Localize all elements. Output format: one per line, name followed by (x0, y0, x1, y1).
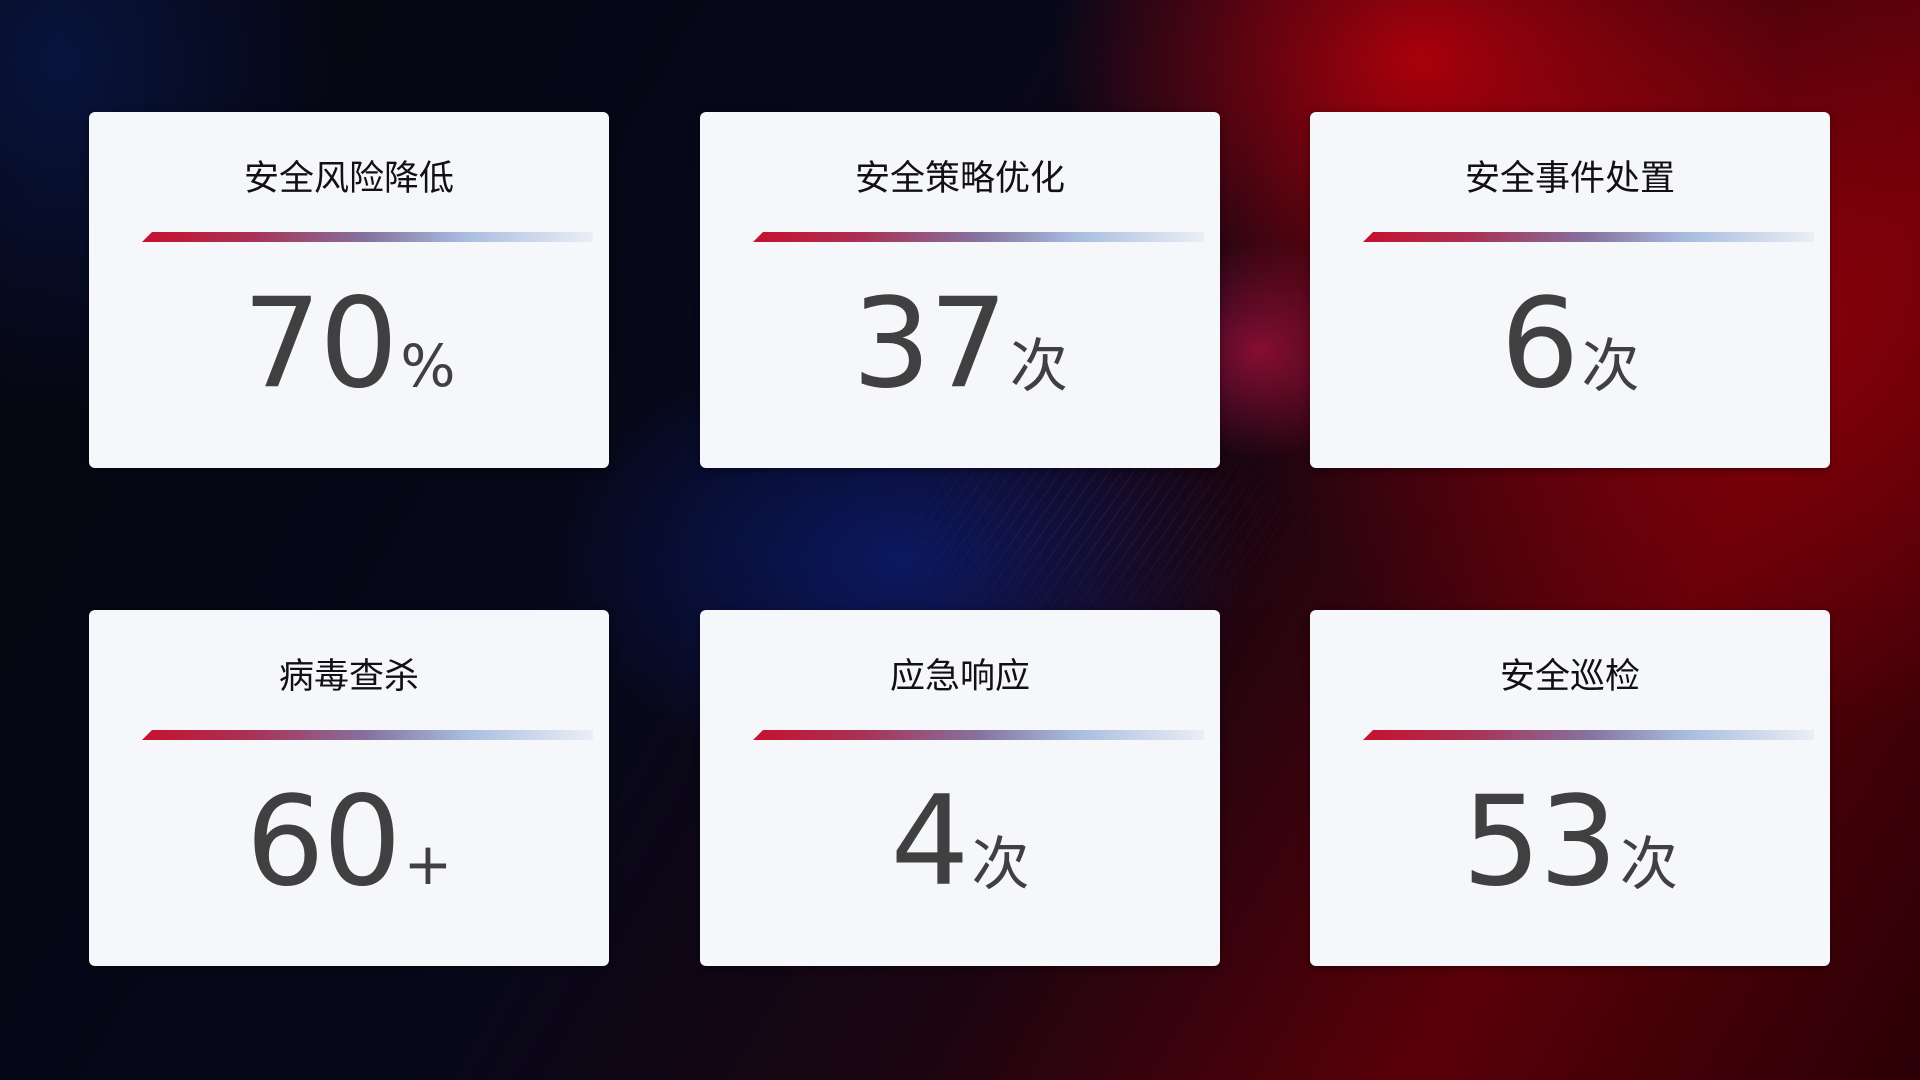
card-title: 安全事件处置 (1464, 159, 1675, 199)
value-number: 37 (852, 272, 1008, 416)
value-number: 70 (242, 272, 399, 416)
card-value: 60+ (89, 770, 609, 914)
stat-card-risk-reduction: 安全风险降低 70% (89, 112, 609, 468)
value-number: 60 (245, 770, 402, 914)
gradient-divider (1363, 730, 1814, 740)
value-unit: 次 (1009, 332, 1068, 400)
gradient-divider (1363, 232, 1814, 242)
card-title: 安全巡检 (1499, 657, 1640, 697)
value-unit: 次 (1619, 830, 1678, 898)
card-title: 安全风险降低 (243, 159, 454, 199)
card-value: 70% (89, 272, 609, 416)
gradient-divider (753, 232, 1204, 242)
card-title: 应急响应 (889, 657, 1030, 697)
value-unit: 次 (971, 830, 1030, 898)
card-title: 安全策略优化 (854, 159, 1065, 199)
value-number: 4 (890, 770, 970, 914)
stat-card-emergency-response: 应急响应 4次 (700, 610, 1220, 966)
card-value: 6次 (1310, 272, 1830, 416)
card-value: 4次 (700, 770, 1220, 914)
card-title: 病毒查杀 (278, 657, 419, 697)
stat-card-virus-removal: 病毒查杀 60+ (89, 610, 609, 966)
value-unit: 次 (1581, 332, 1640, 400)
value-number: 6 (1500, 272, 1580, 416)
stat-card-incident-handling: 安全事件处置 6次 (1310, 112, 1830, 468)
gradient-divider (753, 730, 1204, 740)
stat-card-security-inspection: 安全巡检 53次 (1310, 610, 1830, 966)
value-unit: + (403, 830, 453, 898)
gradient-divider (142, 232, 593, 242)
stat-card-policy-optimization: 安全策略优化 37次 (700, 112, 1220, 468)
value-unit: % (400, 332, 456, 400)
gradient-divider (142, 730, 593, 740)
card-value: 53次 (1310, 770, 1830, 914)
card-value: 37次 (700, 272, 1220, 416)
value-number: 53 (1462, 770, 1618, 914)
